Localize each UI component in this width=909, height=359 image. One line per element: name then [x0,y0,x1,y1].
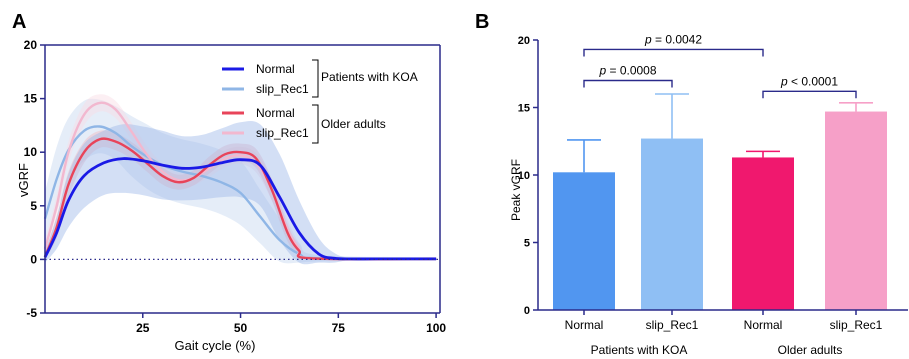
legend-label-older-slip: slip_Rec1 [256,126,309,140]
y-tick-label: 10 [24,145,38,159]
bar [825,111,887,310]
series-lines [43,101,437,261]
y-axis-label: Peak vGRF [509,159,523,221]
panel-a: A -5 0 5 10 15 20 25 50 75 100 Gait cycle (%) vGR… [12,11,446,353]
category-label: Normal [565,318,604,332]
category-label: Normal [744,318,783,332]
panel-a-label: A [12,11,26,33]
y-tick-label: 5 [524,238,530,250]
y-tick-label: 20 [24,38,38,52]
legend-label-koa-slip: slip_Rec1 [256,82,309,96]
p-value-label: p < 0.0001 [780,74,838,88]
sd-band-1 [45,98,437,264]
p-value-label: p = 0.0008 [598,64,656,78]
category-label: slip_Rec1 [646,318,699,332]
y-tick-label: 10 [518,170,530,182]
p-value-label: p = 0.0042 [644,32,702,46]
legend-label-older-normal: Normal [256,106,295,120]
y-tick-label: 0 [524,305,530,317]
y-tick-label: 5 [30,199,37,213]
sd-band-2 [45,130,437,260]
sd-band-3 [45,94,437,260]
error-bars [567,93,873,173]
bar [641,138,703,310]
legend-bracket-koa [312,59,319,98]
x-tick-label: 25 [136,321,150,335]
panel-b: B 0 5 10 15 20 Normal slip_Rec1 Normal slip_Rec1… [475,11,908,357]
y-tick-label: 20 [518,35,530,47]
x-tick-label: 100 [426,321,446,335]
legend-group-koa: Patients with KOA [321,70,418,84]
group-label-koa: Patients with KOA [591,343,688,357]
significance-brackets: p = 0.0008 p < 0.0001 p = 0.0042 [583,32,857,99]
y-tick-label: -5 [26,306,37,320]
bar [553,172,615,310]
category-label: slip_Rec1 [830,318,883,332]
series-line-2 [43,137,437,261]
x-tick-label: 75 [332,321,346,335]
series-line-0 [43,157,437,261]
series-line-1 [43,125,437,261]
legend-bracket-older [312,104,319,144]
significance-bracket [762,90,857,99]
legend-group-older: Older adults [321,117,386,131]
axes [533,39,908,315]
significance-bracket [583,48,764,57]
significance-bracket [583,79,673,88]
legend-label-koa-normal: Normal [256,62,295,76]
bar [732,157,794,310]
tick-labels: 0 5 10 15 20 Normal slip_Rec1 Normal slip_Rec1 [518,35,883,332]
axes [40,44,441,318]
y-tick-label: 15 [518,103,530,115]
y-tick-label: 0 [30,252,37,266]
group-label-older: Older adults [778,343,843,357]
legend: Normal slip_Rec1 Patients with KOA Norma… [222,59,418,144]
panel-b-label: B [475,11,489,33]
bars [553,111,887,310]
y-tick-label: 15 [24,92,38,106]
x-axis-label: Gait cycle (%) [175,338,256,353]
x-tick-label: 50 [234,321,248,335]
tick-labels: -5 0 5 10 15 20 25 50 75 100 [24,38,447,335]
y-axis-label: vGRF [16,163,31,197]
